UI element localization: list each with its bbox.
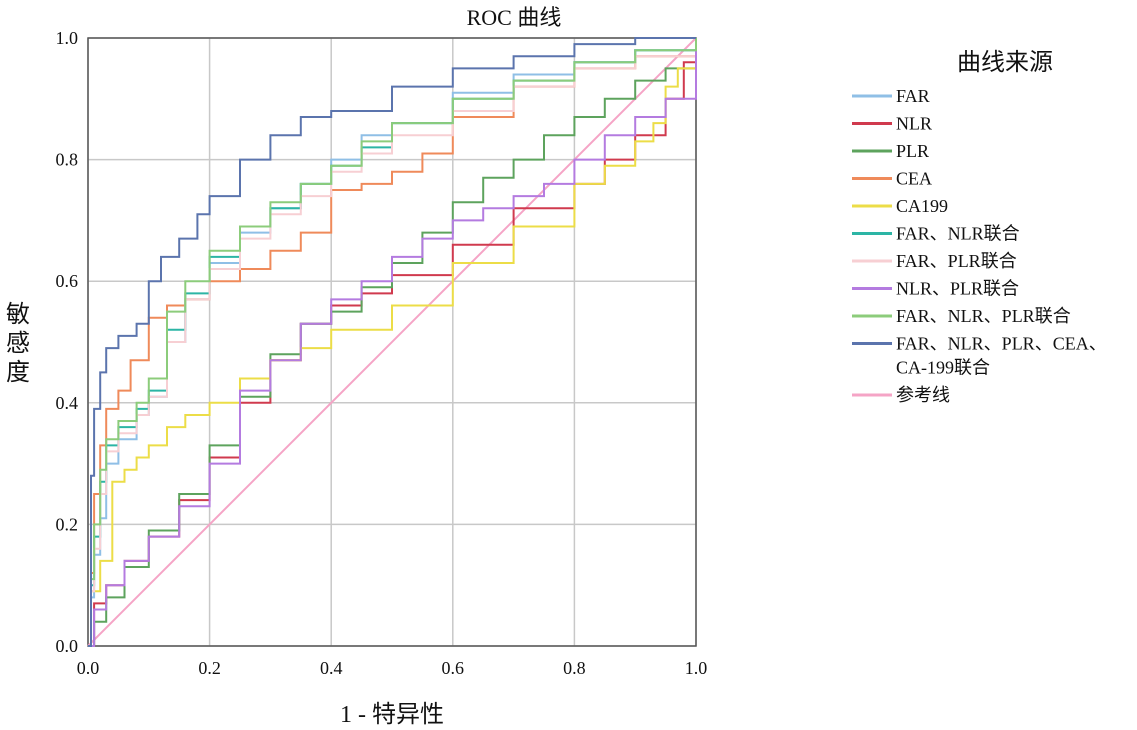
legend-item: FAR <box>852 86 930 106</box>
legend-label: 参考线 <box>896 385 950 405</box>
legend-item: FAR、NLR、PLR、CEA、 CA-199联合 <box>852 334 1107 378</box>
x-axis-label: 1 - 特异性 <box>340 701 444 728</box>
series-line-6 <box>88 38 697 647</box>
series-line-10 <box>87 37 697 647</box>
y-tick-label: 0.6 <box>56 271 79 291</box>
legend-label: CEA <box>896 169 932 189</box>
y-tick-label: 0.2 <box>56 514 79 534</box>
legend-item: NLR、PLR联合 <box>852 279 1019 299</box>
y-tick-label: 1.0 <box>56 28 79 48</box>
legend-label: FAR、PLR联合 <box>896 251 1017 271</box>
legend-label: NLR、PLR联合 <box>896 279 1019 299</box>
plot-frame <box>87 37 697 647</box>
x-tick-label: 0.6 <box>442 658 465 678</box>
series-line-9 <box>88 37 696 647</box>
legend-item: CEA <box>852 169 932 189</box>
legend-item: NLR <box>852 114 932 134</box>
legend-label: FAR、NLR联合 <box>896 224 1020 244</box>
series-line-8 <box>88 38 697 647</box>
legend-item: FAR、PLR联合 <box>852 251 1017 271</box>
series-group <box>87 37 697 647</box>
series-line-7 <box>88 38 697 647</box>
legend-label: FAR <box>896 86 930 106</box>
legend-item: CA199 <box>852 196 948 216</box>
legend-label: PLR <box>896 141 929 161</box>
x-tick-label: 0.4 <box>320 658 343 678</box>
legend-label: CA-199联合 <box>896 358 990 378</box>
y-tick-label: 0.4 <box>56 393 79 413</box>
y-axis-label-char: 感 <box>6 330 30 357</box>
chart-title: ROC 曲线 <box>467 5 562 30</box>
legend-item: FAR、NLR联合 <box>852 224 1020 244</box>
y-tick-label: 0.0 <box>56 636 79 656</box>
legend-item: FAR、NLR、PLR联合 <box>852 306 1071 326</box>
legend-label: FAR、NLR、PLR联合 <box>896 306 1071 326</box>
legend-item: PLR <box>852 141 929 161</box>
legend-label: FAR、NLR、PLR、CEA、 <box>896 334 1107 354</box>
y-axis-label: 敏感度 <box>6 301 30 386</box>
legend-title: 曲线来源 <box>957 49 1053 76</box>
x-tick-label: 0.2 <box>198 658 221 678</box>
x-tick-label: 1.0 <box>685 658 708 678</box>
legend: 曲线来源 FAR NLR PLR CEA CA199 FAR、NLR联合 FAR、PLR联合… <box>852 49 1107 405</box>
x-tick-label: 0.8 <box>563 658 586 678</box>
x-tick-label: 0.0 <box>77 658 100 678</box>
y-axis-label-char: 敏 <box>6 301 30 328</box>
legend-label: NLR <box>896 114 932 134</box>
y-tick-label: 0.8 <box>56 150 79 170</box>
tick-labels: 0.0 0.2 0.4 0.6 0.8 1.0 0.0 0.2 0.4 0.6 0.8 1.0 <box>56 28 708 678</box>
legend-item: 参考线 <box>852 385 950 405</box>
y-axis-label-char: 度 <box>6 359 30 386</box>
plot-frame-group <box>87 37 697 647</box>
legend-label: CA199 <box>896 196 948 216</box>
